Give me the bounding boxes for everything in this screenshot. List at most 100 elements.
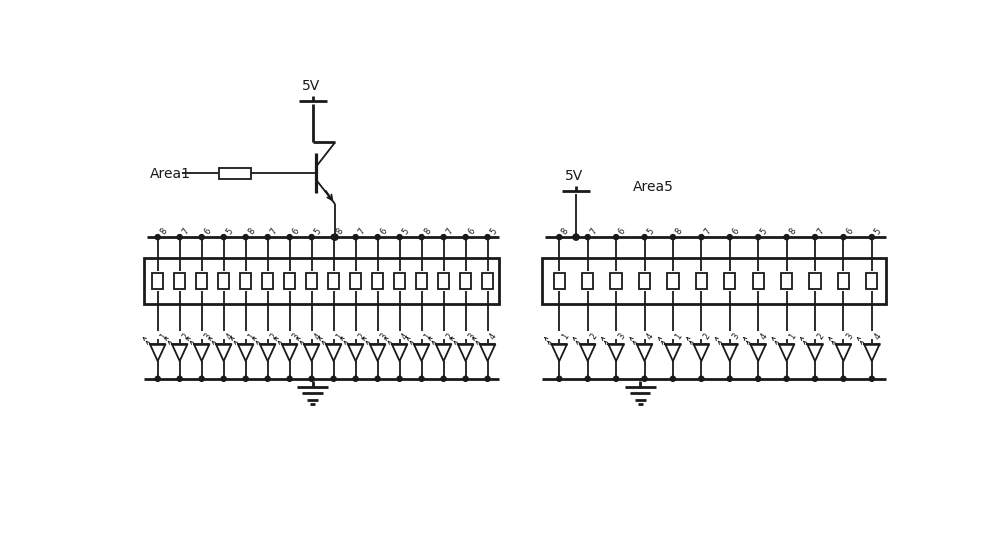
Circle shape xyxy=(221,376,226,381)
Text: 4: 4 xyxy=(488,332,499,341)
Circle shape xyxy=(784,376,789,381)
Text: 3: 3 xyxy=(617,332,627,341)
Circle shape xyxy=(699,234,704,240)
Circle shape xyxy=(441,376,446,381)
Text: 8: 8 xyxy=(560,227,570,237)
Text: 6: 6 xyxy=(202,227,213,237)
Bar xyxy=(781,273,792,289)
Text: 8: 8 xyxy=(246,227,257,237)
Text: 5: 5 xyxy=(873,227,883,237)
Text: 5V: 5V xyxy=(302,79,320,93)
Circle shape xyxy=(642,234,647,240)
Circle shape xyxy=(309,234,314,240)
Circle shape xyxy=(199,234,204,240)
Circle shape xyxy=(177,376,182,381)
Circle shape xyxy=(199,376,204,381)
Text: 6: 6 xyxy=(378,227,389,237)
Circle shape xyxy=(243,234,248,240)
Circle shape xyxy=(756,376,761,381)
Bar xyxy=(667,273,679,289)
Circle shape xyxy=(784,234,789,240)
Bar xyxy=(639,273,650,289)
Text: 8: 8 xyxy=(787,227,798,237)
Text: 7: 7 xyxy=(816,227,826,237)
Circle shape xyxy=(614,234,619,240)
Circle shape xyxy=(331,234,336,240)
Circle shape xyxy=(375,234,380,240)
Circle shape xyxy=(485,376,490,381)
Text: 2: 2 xyxy=(268,332,279,341)
Text: 5V: 5V xyxy=(565,169,584,183)
Text: 1: 1 xyxy=(422,332,433,341)
Circle shape xyxy=(614,376,619,381)
Circle shape xyxy=(375,376,380,381)
Circle shape xyxy=(463,376,468,381)
Text: 1: 1 xyxy=(334,332,345,341)
Text: 8: 8 xyxy=(334,227,345,237)
Text: 5: 5 xyxy=(224,227,235,237)
Circle shape xyxy=(585,376,590,381)
Text: 7: 7 xyxy=(702,227,713,237)
Text: 2: 2 xyxy=(444,332,455,341)
Text: 5: 5 xyxy=(488,227,499,237)
Bar xyxy=(372,273,383,289)
Circle shape xyxy=(332,234,338,240)
Circle shape xyxy=(585,234,590,240)
Circle shape xyxy=(642,376,647,381)
Text: 6: 6 xyxy=(466,227,477,237)
Text: 3: 3 xyxy=(290,332,301,341)
Bar xyxy=(838,273,849,289)
Text: 5: 5 xyxy=(312,227,323,237)
Circle shape xyxy=(287,234,292,240)
Bar xyxy=(218,273,229,289)
Text: 1: 1 xyxy=(787,332,798,341)
Text: 8: 8 xyxy=(422,227,433,237)
Circle shape xyxy=(353,376,358,381)
Text: 4: 4 xyxy=(312,332,323,341)
Circle shape xyxy=(309,376,314,381)
Bar xyxy=(482,273,493,289)
Text: 3: 3 xyxy=(466,332,477,341)
Circle shape xyxy=(573,234,579,240)
Circle shape xyxy=(557,376,562,381)
Bar xyxy=(350,273,361,289)
Text: 1: 1 xyxy=(674,332,684,341)
Bar xyxy=(306,273,317,289)
Bar xyxy=(696,273,707,289)
Bar xyxy=(416,273,427,289)
Bar xyxy=(438,273,449,289)
Text: 5: 5 xyxy=(645,227,656,237)
Circle shape xyxy=(243,376,248,381)
Text: 3: 3 xyxy=(731,332,741,341)
Text: Area1: Area1 xyxy=(150,167,191,181)
Bar xyxy=(219,168,251,179)
Bar xyxy=(196,273,207,289)
Text: 1: 1 xyxy=(560,332,570,341)
Circle shape xyxy=(177,234,182,240)
Circle shape xyxy=(812,234,818,240)
Bar xyxy=(394,273,405,289)
Circle shape xyxy=(727,376,732,381)
Circle shape xyxy=(670,234,675,240)
Text: 7: 7 xyxy=(444,227,455,237)
Text: 1: 1 xyxy=(246,332,257,341)
Circle shape xyxy=(557,234,562,240)
Bar xyxy=(542,258,886,304)
Bar xyxy=(809,273,821,289)
Circle shape xyxy=(265,234,270,240)
Text: 4: 4 xyxy=(224,332,235,341)
Text: 2: 2 xyxy=(702,332,713,341)
Circle shape xyxy=(869,234,874,240)
Circle shape xyxy=(353,234,358,240)
Circle shape xyxy=(331,376,336,381)
Bar xyxy=(460,273,471,289)
Text: Area5: Area5 xyxy=(633,180,674,194)
Bar xyxy=(174,273,185,289)
Circle shape xyxy=(841,376,846,381)
Text: 8: 8 xyxy=(158,227,169,237)
Text: 3: 3 xyxy=(378,332,389,341)
Bar xyxy=(724,273,735,289)
Circle shape xyxy=(756,234,761,240)
Circle shape xyxy=(812,376,818,381)
Circle shape xyxy=(869,376,874,381)
